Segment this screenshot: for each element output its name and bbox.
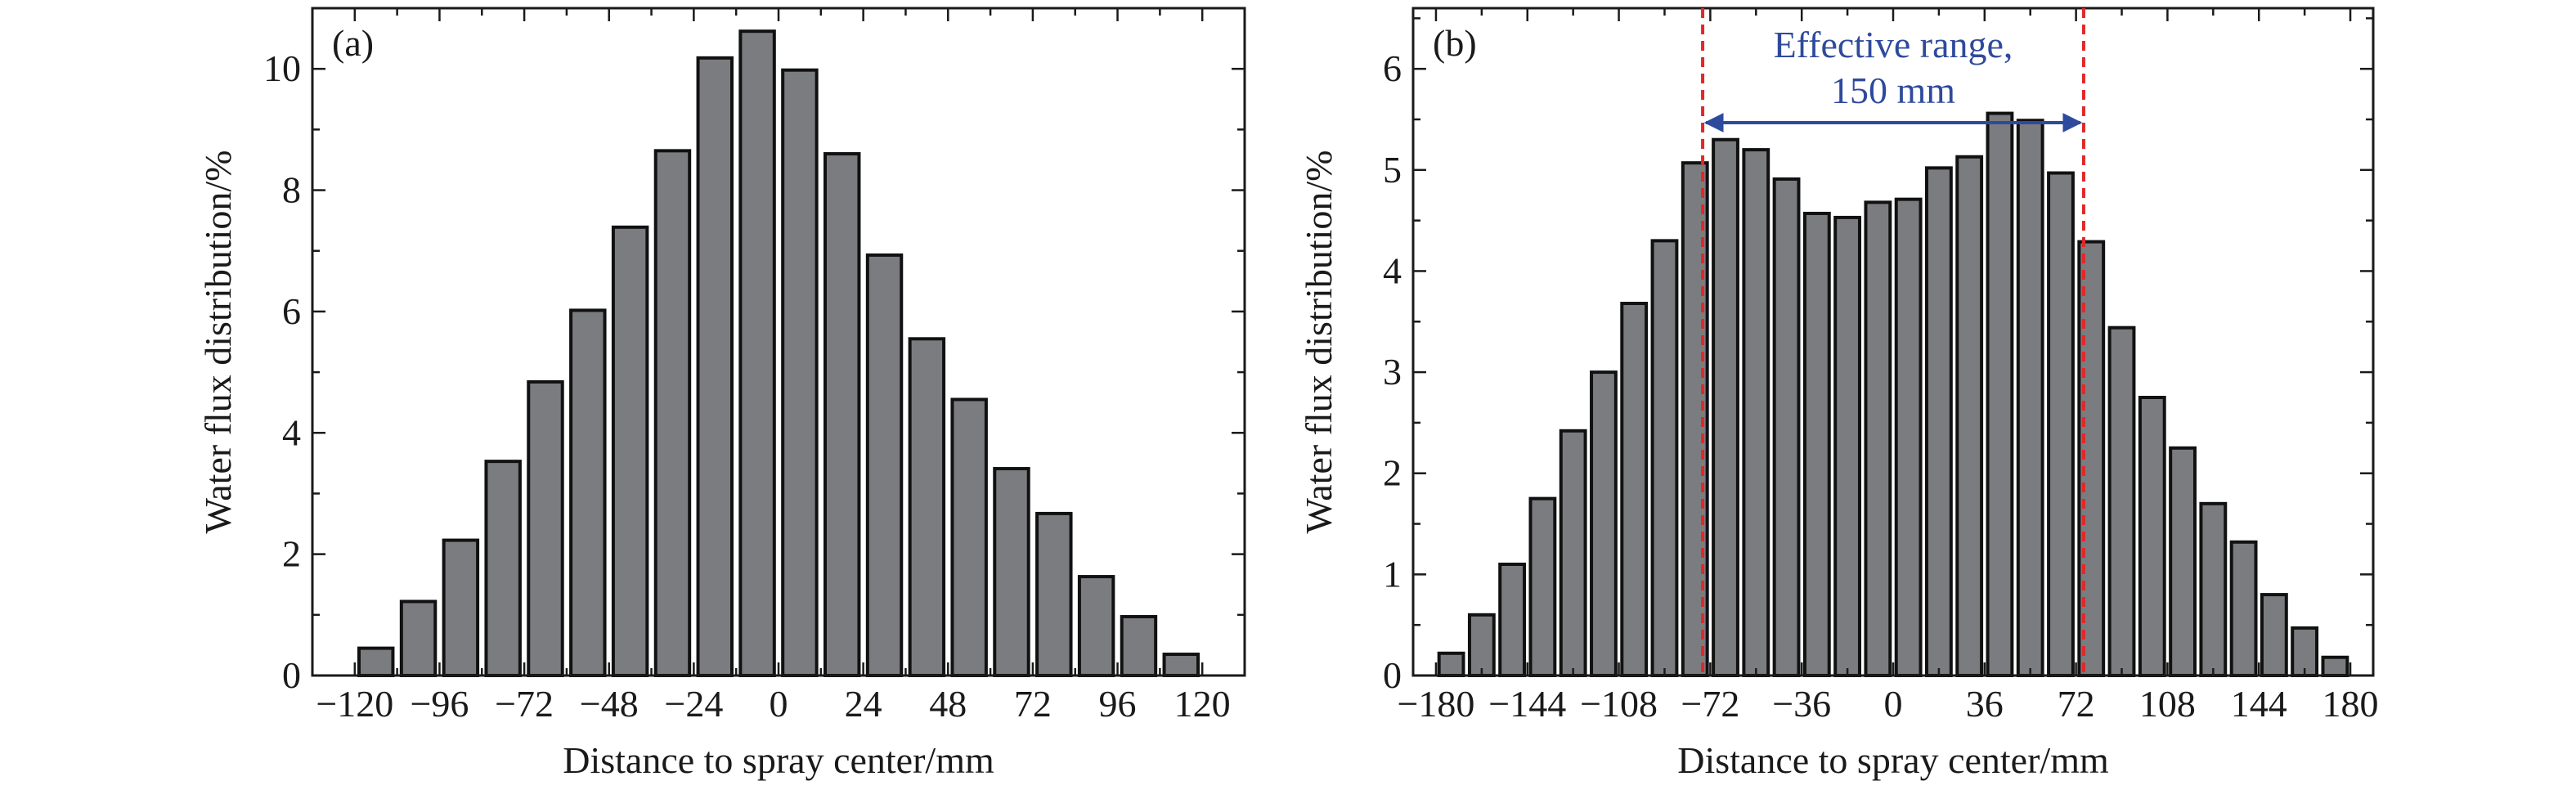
bar-a-19 bbox=[1120, 615, 1158, 677]
bar-b-27 bbox=[2229, 540, 2258, 677]
bar-a-11 bbox=[781, 68, 819, 678]
bar-b-16 bbox=[1894, 197, 1923, 678]
bar-a-1 bbox=[357, 646, 395, 677]
x-tick-label-a-8: 72 bbox=[1014, 683, 1052, 725]
y-tick-label-a-3: 6 bbox=[282, 290, 301, 332]
x-tick-label-a-5: 0 bbox=[770, 683, 788, 725]
y-tick-label-a-0: 0 bbox=[282, 654, 301, 696]
x-tick-label-b-0: −180 bbox=[1397, 683, 1474, 725]
y-tick-label-a-5: 10 bbox=[263, 47, 301, 89]
x-axis-label-a: Distance to spray center/mm bbox=[563, 739, 994, 781]
y-tick-label-b-4: 4 bbox=[1383, 249, 1402, 291]
chart-panel-a: −120 −96 −72 −48 −24 0 24 48 72 96 1200246810Dista… bbox=[197, 7, 1246, 781]
x-tick-label-a-4: −24 bbox=[664, 683, 723, 725]
y-tick-label-a-1: 2 bbox=[282, 533, 301, 575]
x-tick-label-b-10: 180 bbox=[2322, 683, 2379, 725]
bar-b-7 bbox=[1620, 302, 1649, 677]
bar-b-1 bbox=[1437, 651, 1465, 677]
bar-a-18 bbox=[1077, 575, 1115, 678]
bar-b-3 bbox=[1498, 563, 1527, 677]
bar-b-4 bbox=[1528, 496, 1557, 678]
bar-a-9 bbox=[696, 56, 734, 677]
bar-a-16 bbox=[993, 467, 1030, 677]
bar-a-13 bbox=[865, 253, 904, 678]
x-tick-label-a-3: −48 bbox=[580, 683, 639, 725]
y-tick-label-a-4: 8 bbox=[282, 169, 301, 211]
x-tick-label-a-1: −96 bbox=[410, 683, 469, 725]
bar-a-3 bbox=[442, 538, 480, 677]
x-tick-label-a-6: 24 bbox=[845, 683, 882, 725]
y-tick-label-b-1: 1 bbox=[1383, 553, 1402, 595]
bar-a-6 bbox=[569, 308, 607, 677]
bar-b-2 bbox=[1467, 613, 1496, 678]
bar-b-26 bbox=[2199, 501, 2228, 677]
bar-a-7 bbox=[611, 225, 649, 677]
bar-b-14 bbox=[1833, 215, 1862, 677]
x-tick-label-a-2: −72 bbox=[495, 683, 554, 725]
bar-a-5 bbox=[527, 379, 564, 677]
bar-a-15 bbox=[950, 397, 988, 677]
x-axis-label-b: Distance to spray center/mm bbox=[1677, 739, 2109, 781]
bar-b-18 bbox=[1955, 155, 1984, 677]
bar-b-6 bbox=[1590, 370, 1618, 677]
bar-a-17 bbox=[1035, 511, 1073, 677]
effective-range-label-line2: 150 mm bbox=[1831, 70, 1955, 111]
bar-b-10 bbox=[1712, 137, 1739, 678]
y-axis-label-b: Water flux distribution/% bbox=[1298, 150, 1340, 534]
bar-b-20 bbox=[2016, 119, 2044, 678]
bar-b-15 bbox=[1864, 200, 1892, 677]
bar-a-8 bbox=[653, 149, 692, 677]
chart-panel-b: −180 −144 −108 −72 −36 0 36 72 108 144 180 0 1 2 3 4 5 6 D… bbox=[1298, 7, 2379, 781]
x-tick-label-b-9: 144 bbox=[2231, 683, 2287, 725]
bar-a-20 bbox=[1162, 653, 1200, 677]
bar-a-10 bbox=[738, 29, 776, 677]
bar-a-14 bbox=[908, 337, 946, 677]
x-tick-label-a-10: 120 bbox=[1174, 683, 1231, 725]
x-tick-label-b-6: 36 bbox=[1966, 683, 2004, 725]
bar-a-12 bbox=[824, 152, 861, 678]
x-tick-label-b-3: −72 bbox=[1681, 683, 1739, 725]
x-tick-label-a-0: −120 bbox=[316, 683, 393, 725]
bar-b-25 bbox=[2169, 446, 2197, 677]
bar-b-19 bbox=[1986, 111, 2014, 677]
bar-b-8 bbox=[1650, 239, 1679, 677]
bar-b-13 bbox=[1802, 211, 1831, 678]
bar-a-4 bbox=[484, 460, 522, 677]
y-tick-label-b-2: 2 bbox=[1383, 452, 1402, 494]
bar-b-17 bbox=[1925, 166, 1953, 678]
panel-label-b: (b) bbox=[1433, 22, 1477, 64]
panel-label-a: (a) bbox=[332, 22, 374, 64]
effective-range-label-line1: Effective range, bbox=[1774, 24, 2013, 65]
x-tick-label-a-9: 96 bbox=[1099, 683, 1137, 725]
x-tick-label-b-4: −36 bbox=[1772, 683, 1831, 725]
bar-b-12 bbox=[1772, 177, 1801, 677]
bar-b-30 bbox=[2321, 655, 2349, 677]
bar-b-28 bbox=[2260, 593, 2288, 678]
y-tick-label-b-6: 6 bbox=[1383, 47, 1402, 89]
x-tick-label-b-5: 0 bbox=[1884, 683, 1903, 725]
y-tick-label-a-2: 4 bbox=[282, 411, 301, 453]
bar-b-5 bbox=[1559, 429, 1587, 677]
bar-b-24 bbox=[2138, 396, 2166, 677]
y-tick-label-b-5: 5 bbox=[1383, 149, 1402, 191]
x-tick-label-b-2: −108 bbox=[1580, 683, 1658, 725]
x-tick-label-b-8: 108 bbox=[2139, 683, 2196, 725]
x-tick-label-a-7: 48 bbox=[929, 683, 967, 725]
bar-b-23 bbox=[2107, 325, 2136, 677]
bar-b-11 bbox=[1742, 148, 1770, 677]
y-tick-label-b-3: 3 bbox=[1383, 351, 1402, 393]
y-tick-label-b-0: 0 bbox=[1383, 654, 1402, 696]
bar-b-21 bbox=[2047, 171, 2075, 677]
bar-a-2 bbox=[399, 599, 438, 677]
x-tick-label-b-1: −144 bbox=[1488, 683, 1566, 725]
y-axis-label-a: Water flux distribution/% bbox=[197, 150, 239, 534]
x-tick-label-b-7: 72 bbox=[2058, 683, 2095, 725]
